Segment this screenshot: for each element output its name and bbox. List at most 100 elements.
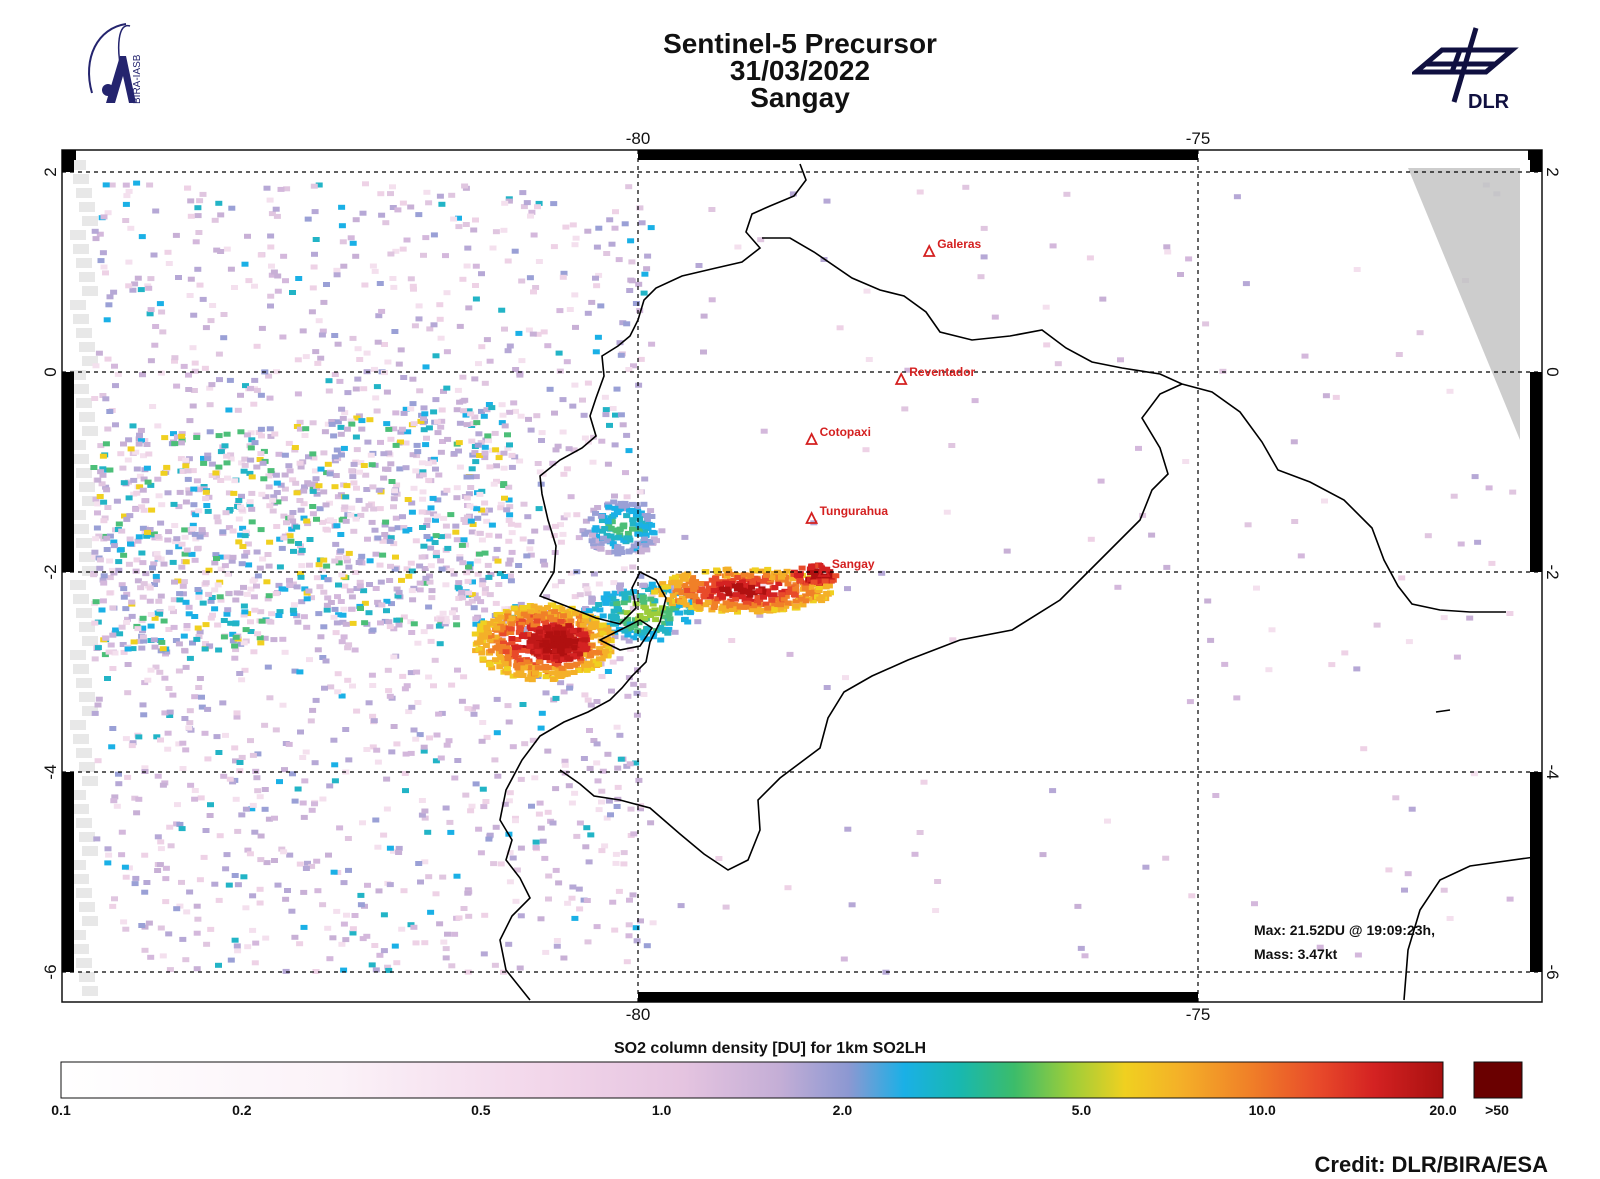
so2-pixel-plume-coast [666, 616, 674, 622]
so2-pixel-background [633, 712, 641, 718]
so2-pixel-background [425, 674, 433, 680]
so2-pixel-background [106, 575, 114, 581]
so2-pixel-band [501, 495, 508, 501]
so2-pixel-sparse [1392, 795, 1400, 801]
so2-pixel-sparse [882, 969, 890, 975]
so2-pixel-background [133, 810, 141, 816]
so2-pixel-sparse [1332, 394, 1340, 400]
so2-pixel-band [342, 494, 350, 500]
so2-pixel-background [91, 228, 99, 234]
so2-pixel-background [566, 307, 574, 312]
so2-pixel-plume [799, 602, 807, 608]
so2-pixel-background [185, 725, 193, 731]
so2-pixel-plume-north [599, 528, 606, 534]
so2-pixel-band [460, 537, 468, 543]
so2-pixel-background [453, 495, 461, 501]
so2-pixel-background [568, 800, 576, 806]
so2-pixel-background [437, 335, 445, 341]
so2-pixel-band [333, 447, 341, 453]
so2-pixel-plume-north [592, 510, 599, 516]
so2-pixel-background [129, 287, 137, 293]
so2-pixel-background [453, 537, 461, 543]
swath-edge [76, 398, 92, 408]
so2-pixel-plume-gulf [604, 636, 611, 642]
so2-pixel-band [338, 517, 346, 523]
so2-pixel-band [328, 421, 336, 427]
so2-pixel-band [391, 566, 399, 572]
swath-edge [82, 286, 98, 296]
so2-pixel-background [376, 952, 384, 958]
so2-pixel-plume-gulf [487, 648, 495, 654]
so2-pixel-band [115, 521, 123, 527]
so2-pixel-band [331, 558, 339, 564]
so2-pixel-band [128, 613, 136, 619]
so2-pixel-background [141, 947, 149, 953]
island-marker [1435, 709, 1451, 713]
so2-pixel-background [565, 446, 573, 452]
lat-tick-label-left: 2 [41, 167, 60, 176]
so2-pixel-plume-gulf [497, 623, 505, 629]
so2-pixel-background [373, 747, 381, 753]
so2-pixel-plume-coast [621, 595, 629, 601]
so2-pixel-background [279, 702, 287, 708]
so2-pixel-plume-core [565, 641, 573, 646]
so2-pixel-band [108, 567, 116, 573]
so2-pixel-band [92, 536, 100, 542]
so2-pixel-plume [747, 573, 755, 579]
so2-pixel-background [408, 704, 416, 710]
so2-pixel-band [232, 634, 240, 640]
so2-pixel-plume-gulf [557, 618, 565, 624]
so2-pixel-band [146, 585, 154, 591]
so2-pixel-background [173, 434, 181, 440]
so2-pixel-band [309, 488, 317, 494]
so2-pixel-background [251, 829, 259, 835]
so2-pixel-background [353, 485, 360, 491]
so2-pixel-band [225, 590, 233, 596]
so2-pixel-band [388, 479, 396, 484]
so2-pixel-background [178, 431, 186, 437]
so2-pixel-background [312, 969, 320, 974]
so2-pixel-background [386, 578, 394, 583]
so2-pixel-background [176, 489, 184, 495]
so2-pixel-plume-coast [666, 607, 674, 613]
so2-pixel-band [428, 595, 436, 601]
so2-pixel-plume-gulf [547, 614, 554, 620]
so2-pixel-plume [783, 568, 791, 574]
so2-pixel-band [345, 564, 353, 570]
so2-pixel-background [439, 439, 446, 444]
so2-pixel-background [560, 471, 568, 477]
so2-pixel-plume-coast [617, 618, 625, 624]
so2-pixel-background [415, 861, 423, 866]
so2-pixel-background [440, 939, 448, 945]
so2-pixel-plume [734, 574, 742, 580]
so2-pixel-plume [702, 588, 710, 594]
so2-pixel-band [180, 633, 188, 639]
so2-pixel-background [631, 594, 639, 600]
so2-pixel-background [119, 642, 127, 647]
so2-pixel-band [382, 519, 390, 525]
so2-pixel-background [581, 435, 589, 441]
so2-pixel-plume-north [643, 547, 651, 553]
so2-pixel-plume-north [634, 505, 641, 511]
so2-pixel-plume-gulf [493, 634, 501, 640]
so2-pixel-background [504, 258, 512, 264]
so2-pixel-background [289, 290, 296, 295]
so2-pixel-band [242, 627, 250, 633]
info-max: Max: 21.52DU @ 19:09:23h, [1254, 922, 1435, 938]
so2-pixel-background [422, 235, 430, 241]
so2-pixel-plume-gulf [516, 625, 524, 631]
so2-pixel-background [402, 406, 410, 412]
so2-pixel-band [206, 643, 214, 649]
so2-pixel-background [372, 967, 380, 973]
so2-pixel-plume [729, 606, 737, 612]
so2-pixel-background [124, 690, 132, 696]
so2-pixel-background [559, 274, 567, 280]
so2-pixel-background [128, 743, 136, 749]
so2-pixel-background [550, 201, 558, 207]
so2-pixel-background [195, 230, 203, 235]
so2-pixel-plume-coast [613, 604, 621, 610]
so2-pixel-band [508, 464, 516, 470]
so2-pixel-background [545, 896, 552, 902]
so2-pixel-background [225, 490, 233, 496]
so2-pixel-band [251, 576, 259, 582]
